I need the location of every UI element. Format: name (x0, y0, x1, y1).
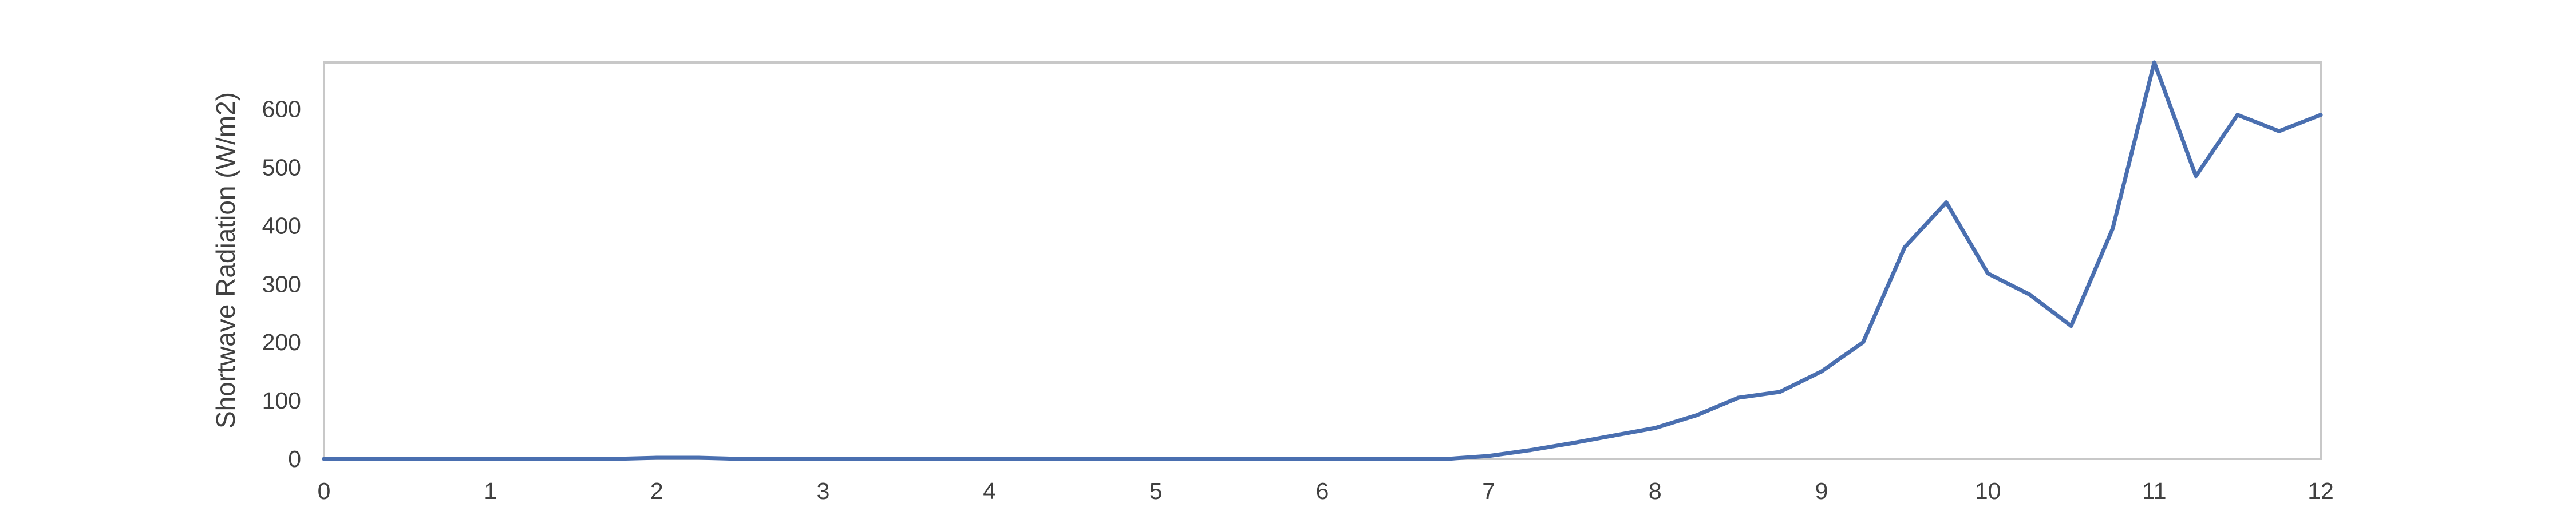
data-point (1153, 457, 1158, 461)
data-point (322, 457, 326, 461)
data-point (1029, 457, 1033, 461)
data-point (2027, 292, 2032, 297)
data-point (1902, 245, 1907, 249)
data-point (2069, 324, 2073, 328)
x-tick-label: 8 (1649, 478, 1662, 504)
data-point (1944, 200, 1949, 205)
data-point (2235, 113, 2240, 117)
data-point (571, 457, 576, 461)
data-point (1237, 457, 1242, 461)
x-tick-label: 10 (1975, 478, 2001, 504)
y-tick-label: 0 (288, 446, 301, 472)
data-point (946, 457, 950, 461)
data-points (322, 60, 2323, 461)
y-tick-label: 500 (262, 154, 301, 180)
data-point (1736, 395, 1741, 400)
data-point (613, 457, 618, 461)
data-point (779, 457, 784, 461)
data-point (654, 455, 659, 460)
y-tick-label: 400 (262, 212, 301, 239)
data-point (904, 457, 908, 461)
data-point (1445, 457, 1449, 461)
data-point (1362, 457, 1366, 461)
data-point (696, 455, 701, 460)
data-point (530, 457, 534, 461)
data-point (1528, 448, 1532, 453)
data-point (1570, 441, 1574, 445)
data-point (1694, 413, 1699, 418)
x-tick-label: 6 (1316, 478, 1329, 504)
data-point (2111, 226, 2115, 231)
data-point (1653, 426, 1657, 430)
data-point (1819, 369, 1824, 374)
y-tick-label: 300 (262, 271, 301, 297)
y-axis-title: Shortwave Radiation (W/m2) (211, 92, 240, 429)
x-axis: 0 1 2 3 4 5 6 7 8 9 10 11 12 (318, 478, 2334, 504)
x-tick-label: 3 (817, 478, 830, 504)
data-point (1320, 457, 1325, 461)
y-tick-label: 200 (262, 329, 301, 355)
data-point (1777, 390, 1782, 394)
data-point (2152, 60, 2156, 65)
y-tick-label: 600 (262, 96, 301, 122)
x-tick-label: 0 (318, 478, 331, 504)
x-tick-label: 7 (1482, 478, 1495, 504)
x-tick-label: 2 (650, 478, 663, 504)
data-point (488, 457, 493, 461)
data-point (2194, 174, 2198, 179)
data-point (447, 457, 451, 461)
x-tick-label: 5 (1149, 478, 1163, 504)
data-point (1195, 457, 1200, 461)
data-point (1611, 433, 1616, 438)
data-point (1487, 454, 1491, 458)
y-tick-label: 100 (262, 387, 301, 414)
data-point (2318, 113, 2323, 117)
plot-frame (323, 61, 2322, 460)
x-tick-label: 1 (484, 478, 497, 504)
x-tick-label: 11 (2142, 478, 2167, 504)
y-axis: 0 100 200 300 400 500 600 (262, 96, 301, 472)
data-point (1112, 457, 1117, 461)
data-point (1070, 457, 1075, 461)
data-point (738, 457, 742, 461)
data-point (1403, 457, 1408, 461)
data-point (863, 457, 867, 461)
x-tick-label: 12 (2308, 478, 2334, 504)
x-tick-label: 9 (1815, 478, 1828, 504)
series-line (322, 60, 2323, 461)
data-point (987, 457, 992, 461)
data-point (364, 457, 368, 461)
data-point (1986, 271, 1990, 276)
data-point (1861, 340, 1866, 344)
data-point (405, 457, 409, 461)
data-point (1278, 457, 1283, 461)
x-tick-label: 4 (983, 478, 996, 504)
data-point (821, 457, 825, 461)
data-point (2277, 129, 2281, 133)
